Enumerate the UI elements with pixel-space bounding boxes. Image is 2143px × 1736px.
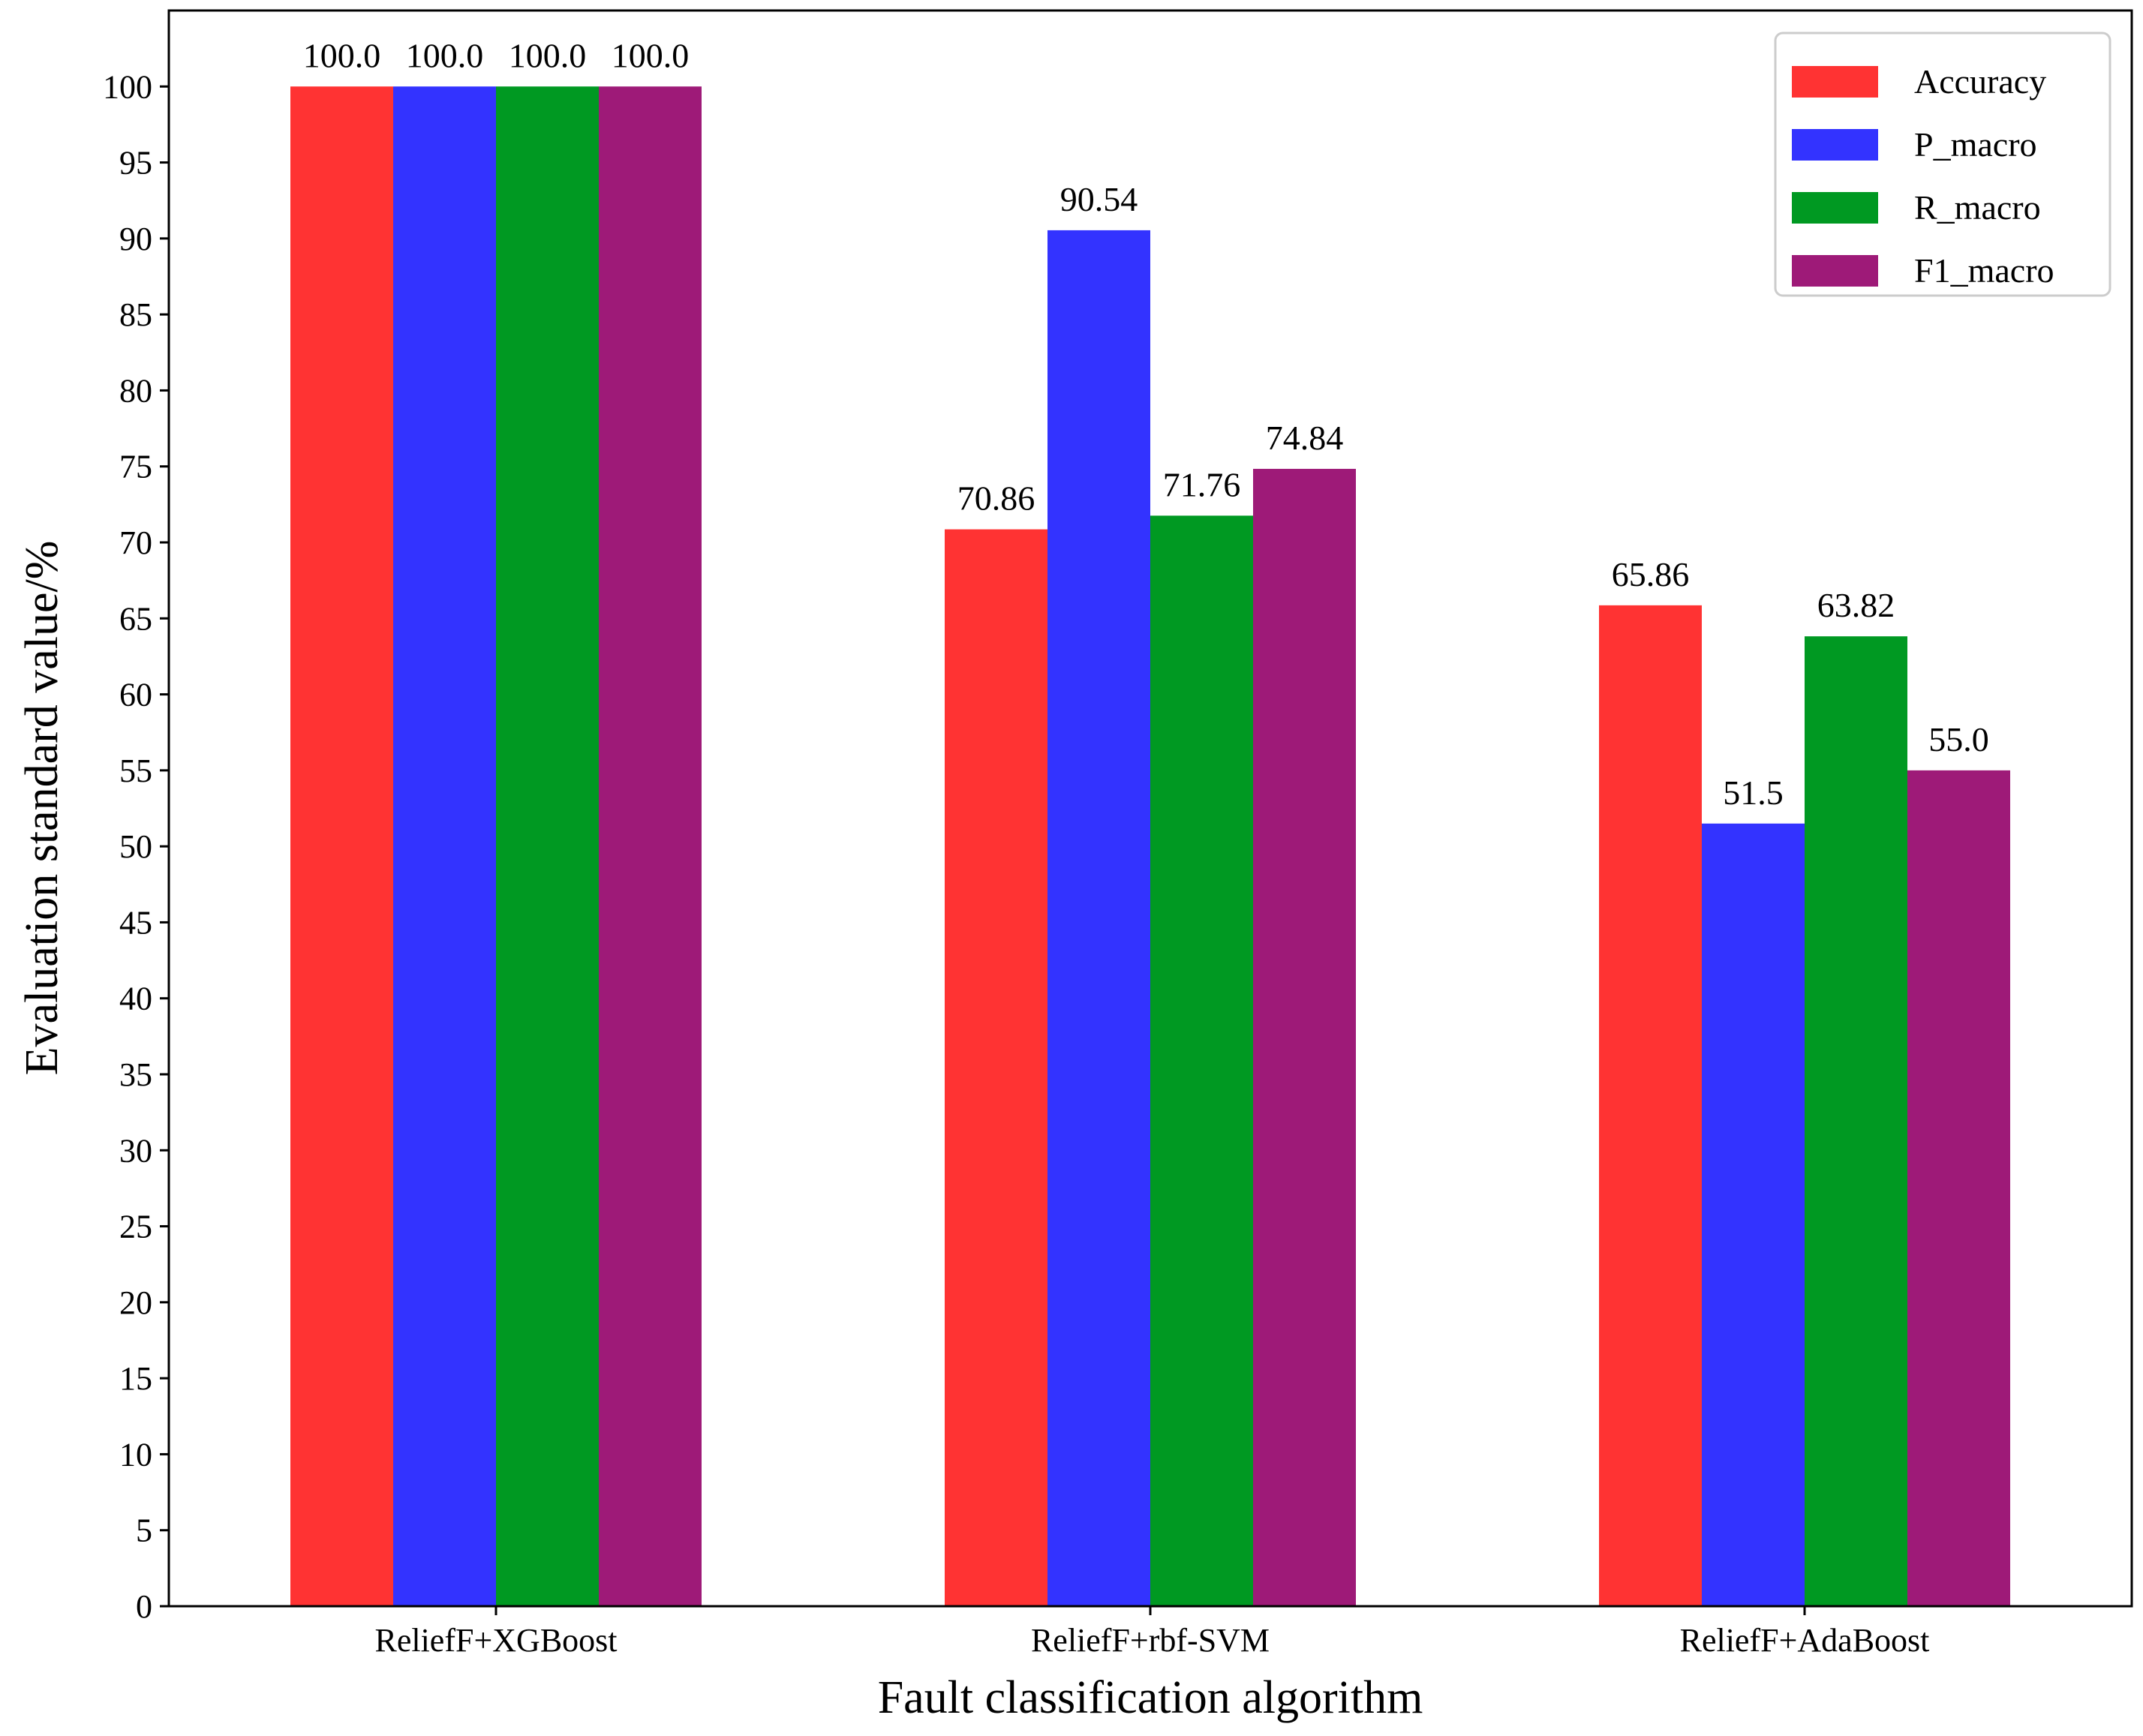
legend-label: R_macro bbox=[1914, 188, 2041, 227]
data-label: 65.86 bbox=[1612, 555, 1690, 593]
data-label: 90.54 bbox=[1060, 180, 1138, 218]
legend-swatch bbox=[1792, 192, 1878, 224]
data-label: 74.84 bbox=[1266, 419, 1344, 457]
plot-frame bbox=[167, 9, 2133, 1608]
bar-p-macro bbox=[1702, 823, 1805, 1606]
y-tick-label: 85 bbox=[119, 296, 152, 333]
bar-f1-macro bbox=[1253, 468, 1356, 1606]
data-labels-group: 100.0 100.0 100.0 100.0 70.86 90.54 71.76 74.84… bbox=[303, 36, 1989, 811]
data-label: 100.0 bbox=[509, 36, 587, 74]
y-tick-label: 80 bbox=[119, 372, 152, 409]
x-axis-title: Fault classification algorithm bbox=[878, 1672, 1423, 1723]
bar-p-macro bbox=[393, 86, 496, 1606]
data-label: 100.0 bbox=[406, 36, 484, 74]
y-tick-label: 25 bbox=[119, 1209, 152, 1245]
y-tick-label: 100 bbox=[103, 68, 152, 105]
legend-swatch bbox=[1792, 255, 1878, 287]
y-tick-label: 95 bbox=[119, 145, 152, 182]
bar-f1-macro bbox=[1907, 770, 2010, 1606]
data-label: 70.86 bbox=[957, 479, 1035, 518]
legend: Accuracy P_macro R_macro F1_macro bbox=[1774, 32, 2111, 297]
data-label: 51.5 bbox=[1723, 773, 1784, 812]
x-axis: ReliefF+XGBoost ReliefF+rbf-SVM ReliefF+Ad… bbox=[374, 1606, 1929, 1659]
y-tick-label: 45 bbox=[119, 904, 152, 941]
legend-label: F1_macro bbox=[1914, 251, 2054, 290]
data-label: 100.0 bbox=[612, 36, 690, 74]
data-label: 55.0 bbox=[1928, 720, 1989, 758]
y-axis-title: Evaluation standard value/% bbox=[17, 541, 68, 1076]
bar-accuracy bbox=[290, 86, 393, 1606]
y-tick-label: 75 bbox=[119, 449, 152, 485]
y-tick-label: 40 bbox=[119, 981, 152, 1017]
y-axis: 0 5 10 15 20 25 30 35 40 45 50 55 60 65 70 75 80 85 90 95 10… bbox=[103, 68, 169, 1625]
legend-box bbox=[1774, 32, 2111, 297]
bar-r-macro bbox=[496, 86, 599, 1606]
legend-swatch bbox=[1792, 66, 1878, 98]
y-tick-label: 15 bbox=[119, 1360, 152, 1397]
y-tick-label: 70 bbox=[119, 524, 152, 561]
y-tick-label: 10 bbox=[119, 1436, 152, 1473]
y-tick-label: 50 bbox=[119, 828, 152, 865]
legend-label: P_macro bbox=[1914, 125, 2037, 164]
data-label: 63.82 bbox=[1817, 586, 1895, 624]
y-tick-label: 65 bbox=[119, 600, 152, 637]
x-tick-label: ReliefF+XGBoost bbox=[374, 1622, 617, 1659]
y-tick-label: 60 bbox=[119, 677, 152, 713]
bar-accuracy bbox=[945, 529, 1047, 1606]
bars-group bbox=[290, 86, 2010, 1607]
legend-label: Accuracy bbox=[1914, 62, 2046, 101]
y-tick-label: 5 bbox=[136, 1512, 152, 1549]
x-tick-label: ReliefF+rbf-SVM bbox=[1031, 1622, 1270, 1659]
y-tick-label: 55 bbox=[119, 752, 152, 789]
y-tick-label: 30 bbox=[119, 1132, 152, 1169]
bar-p-macro bbox=[1047, 230, 1150, 1607]
bar-r-macro bbox=[1150, 515, 1253, 1606]
x-tick-label: ReliefF+AdaBoost bbox=[1680, 1622, 1930, 1659]
bar-r-macro bbox=[1805, 636, 1907, 1606]
bar-f1-macro bbox=[599, 86, 702, 1606]
y-tick-label: 20 bbox=[119, 1284, 152, 1321]
data-label: 100.0 bbox=[303, 36, 381, 74]
legend-swatch bbox=[1792, 129, 1878, 161]
y-tick-label: 90 bbox=[119, 221, 152, 257]
y-tick-label: 0 bbox=[136, 1588, 152, 1625]
bar-accuracy bbox=[1599, 605, 1702, 1607]
data-label: 71.76 bbox=[1163, 465, 1241, 503]
y-tick-label: 35 bbox=[119, 1056, 152, 1093]
